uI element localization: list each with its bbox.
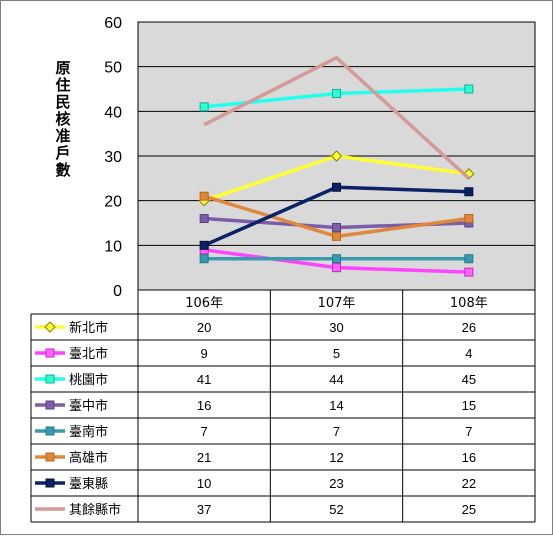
category-label: 108年 [450, 296, 488, 311]
table-cell-value: 5 [333, 346, 340, 361]
table-cell-value: 16 [197, 398, 211, 413]
y-tick-label: 60 [104, 15, 122, 32]
marker-square [464, 84, 474, 94]
table-row: 臺北市 9 5 4 [35, 346, 472, 362]
marker-square [199, 102, 209, 112]
table-cell-value: 44 [329, 372, 343, 387]
table-cell-value: 23 [329, 476, 343, 491]
table-row: 新北市 20 30 26 [35, 320, 476, 336]
marker-square [199, 240, 209, 250]
table-row: 高雄市 21 12 16 [35, 450, 476, 466]
series-高雄市 [199, 191, 474, 241]
marker-square [199, 254, 209, 264]
table-cell-value: 22 [462, 476, 476, 491]
y-axis-tick-labels: 0 10 20 30 40 50 60 [104, 15, 122, 300]
marker-square [332, 182, 341, 192]
table-cell-value: 37 [197, 502, 211, 517]
legend-series-name: 桃園市 [69, 372, 108, 388]
series-臺東縣 [199, 182, 474, 250]
marker-square [332, 263, 341, 273]
table-cell-value: 26 [462, 320, 476, 335]
table-cell-value: 7 [201, 424, 208, 439]
y-axis-label: 原住民核准戶數 [55, 59, 70, 179]
legend-series-name: 臺東縣 [69, 476, 108, 492]
marker-square [45, 348, 55, 358]
marker-square [45, 400, 55, 410]
legend-series-name: 高雄市 [69, 450, 108, 466]
marker-square [332, 231, 341, 241]
table-row: 臺南市 7 7 7 [35, 424, 472, 440]
y-tick-label: 20 [104, 194, 122, 211]
series-臺南市 [199, 254, 474, 264]
table-row: 臺中市 16 14 15 [35, 398, 476, 414]
marker-square [332, 88, 341, 98]
table-cell-value: 41 [197, 372, 211, 387]
table-cell-value: 25 [462, 502, 476, 517]
marker-square [45, 426, 55, 436]
table-cell-value: 30 [329, 320, 343, 335]
marker-square [45, 452, 55, 462]
legend-series-name: 臺中市 [69, 398, 108, 414]
marker-square [464, 187, 474, 197]
series-其餘縣市 [203, 55, 471, 180]
y-tick-label: 10 [104, 238, 122, 255]
table-cell-value: 14 [329, 398, 343, 413]
table-row: 臺東縣 10 23 22 [35, 476, 476, 492]
marker-diamond [44, 321, 56, 333]
table-cell-value: 16 [462, 450, 476, 465]
marker-diamond [330, 150, 343, 162]
table-cell-value: 45 [462, 372, 476, 387]
marker-square [199, 191, 209, 201]
marker-square [199, 214, 209, 224]
y-tick-label: 30 [104, 149, 122, 166]
category-label: 106年 [185, 296, 223, 311]
marker-square [332, 222, 341, 232]
series-line [203, 55, 471, 180]
marker-square [464, 267, 474, 277]
legend-series-name: 新北市 [69, 320, 108, 336]
y-tick-label: 0 [113, 283, 122, 300]
marker-square [464, 254, 474, 264]
table-cell-value: 7 [333, 424, 340, 439]
table-cell-value: 21 [197, 450, 211, 465]
table-cell-value: 7 [465, 424, 472, 439]
table-cell-value: 12 [329, 450, 343, 465]
series-lines [198, 55, 475, 277]
legend-series-name: 臺南市 [69, 424, 108, 440]
legend-series-name: 臺北市 [69, 346, 108, 362]
table-cell-value: 10 [197, 476, 211, 491]
marker-square [464, 214, 474, 224]
table-cell-value: 52 [329, 502, 343, 517]
marker-square [45, 374, 55, 384]
y-tick-label: 40 [104, 104, 122, 121]
y-tick-label: 50 [104, 60, 122, 77]
table-row: 桃園市 41 44 45 [35, 372, 476, 388]
marker-square [45, 478, 55, 488]
table-cell-value: 20 [197, 320, 211, 335]
table-cell-value: 4 [465, 346, 472, 361]
category-label: 107年 [318, 296, 356, 311]
table-cell-value: 9 [201, 346, 208, 361]
legend-series-name: 其餘縣市 [69, 502, 121, 518]
table-cell-value: 15 [462, 398, 476, 413]
marker-square [332, 254, 341, 264]
table-row: 其餘縣市 37 52 25 [35, 502, 476, 518]
